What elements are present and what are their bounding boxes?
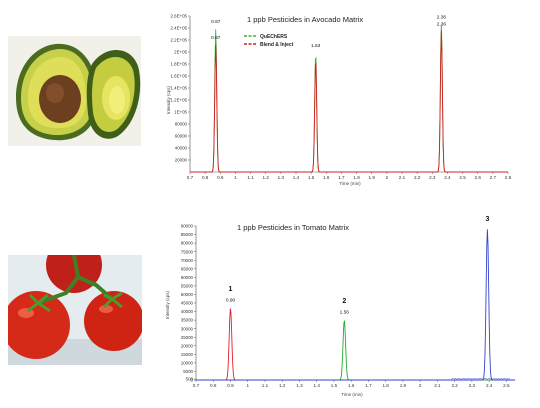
x-tick-label: 1.6 — [323, 175, 330, 180]
y-tick-label: 60000 — [175, 134, 188, 139]
y-tick-label: 2E+05 — [174, 50, 187, 55]
x-tick-label: 1.8 — [353, 175, 360, 180]
x-tick-label: 2.4 — [444, 175, 451, 180]
x-tick-label: 1.3 — [278, 175, 285, 180]
y-tick-label: 1.4E+05 — [171, 86, 188, 91]
y-tick-label: 1.6E+05 — [171, 74, 188, 79]
axes: 0.7 0.8 0.9 1 1.1 1.2 1.3 1.4 1.5 1.6 1.7 1.8 1.9 2 2.… — [171, 14, 512, 180]
x-tick-label: 0.9 — [217, 175, 224, 180]
x-tick-label: 0.7 — [187, 175, 194, 180]
chart-title: 1 ppb Pesticides in Avocado Matrix — [247, 15, 363, 24]
x-tick-label: 2.7 — [490, 175, 497, 180]
y-tick-label: 2.4E+05 — [171, 26, 188, 31]
series-line-blend-inject — [190, 30, 508, 173]
x-tick-label: 2.6 — [475, 175, 482, 180]
x-axis-label: Time (min) — [339, 181, 361, 186]
peak-time-label: 1.53 — [311, 43, 321, 49]
legend: QuEChERS Blend & Inject — [244, 34, 294, 48]
y-tick-label: 1.8E+05 — [171, 62, 188, 67]
legend-label-blend-inject: Blend & Inject — [260, 42, 294, 48]
x-tick-label: 1.7 — [338, 175, 345, 180]
y-tick-label: 80000 — [175, 122, 188, 127]
annotations: 0.87 0.87 1.53 2.36 2.36 — [211, 14, 446, 49]
avocado-photo — [8, 36, 141, 146]
x-tick-label: 2 — [386, 175, 389, 180]
x-tick-label: 2.3 — [429, 175, 436, 180]
x-tick-label: 2.8 — [505, 175, 512, 180]
x-tick-label: 2.1 — [399, 175, 406, 180]
y-tick-label: 2.6E+05 — [171, 14, 188, 19]
x-tick-label: 1.4 — [293, 175, 300, 180]
x-tick-label: 1.1 — [247, 175, 254, 180]
y-tick-label: 2.2E+05 — [171, 38, 188, 43]
y-tick-label: 20000 — [175, 158, 188, 163]
x-tick-label: 2.5 — [459, 175, 466, 180]
x-tick-label: 1.2 — [263, 175, 270, 180]
y-tick-label: 1E+05 — [174, 110, 187, 115]
series-line-quechers — [190, 24, 508, 173]
y-tick-label: 1.2E+05 — [171, 98, 188, 103]
x-tick-label: 0.8 — [202, 175, 209, 180]
y-axis-label: Intensity (cps) — [166, 85, 171, 114]
tomato-photo — [8, 255, 142, 365]
y-tick-label: 40000 — [175, 146, 188, 151]
x-tick-label: 1.9 — [369, 175, 376, 180]
x-tick-label: 2.2 — [414, 175, 421, 180]
peak-time-label: 0.87 — [211, 35, 221, 41]
peak-time-label: 2.36 — [437, 22, 447, 28]
x-tick-label: 1.5 — [308, 175, 315, 180]
legend-label-quechers: QuEChERS — [260, 34, 288, 40]
series-group — [190, 24, 508, 173]
x-tick-label: 1 — [234, 175, 237, 180]
peak-time-label: 2.36 — [437, 14, 447, 20]
peak-time-label: 0.87 — [211, 19, 221, 25]
